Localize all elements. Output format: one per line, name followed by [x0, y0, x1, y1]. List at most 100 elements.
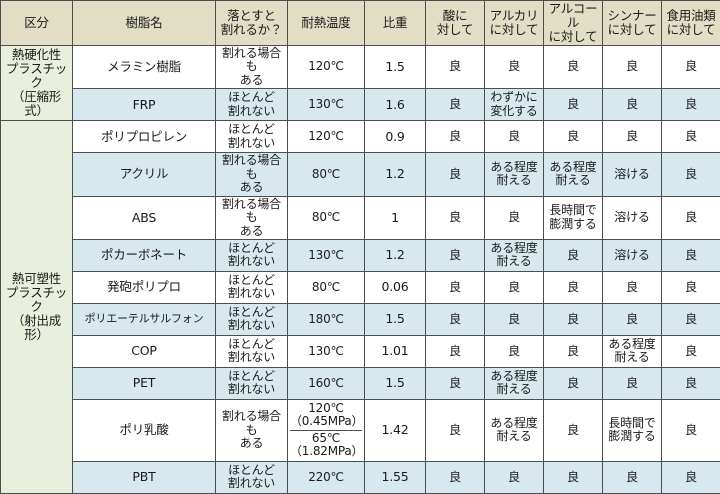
specific-gravity-cell: 1.5 — [365, 46, 426, 89]
resin-name-cell: PBT — [73, 461, 216, 493]
alkali-resistance-cell: ある程度耐える — [485, 367, 544, 399]
alcohol-resistance-cell: 良 — [544, 303, 603, 335]
drop-break-cell: ほとんど割れない — [216, 121, 288, 153]
edible-oil-resistance-cell: 良 — [662, 303, 720, 335]
specific-gravity-cell: 1.2 — [365, 239, 426, 271]
alcohol-resistance-cell: 良 — [544, 335, 603, 367]
category-label-line3: （射出成形） — [3, 314, 70, 342]
resin-name-cell: アクリル — [73, 153, 216, 196]
column-header-alcohol-line2: に対して — [546, 30, 600, 44]
drop-break-line2: ある — [218, 74, 285, 87]
thinner-resistance-cell: 良 — [603, 461, 662, 493]
alkali-resistance-cell: 良 — [485, 335, 544, 367]
table-header: 区分 樹脂名 落とすと 割れるか？ 耐熱温度 比重 酸に 対して アルカリ に対… — [1, 1, 720, 46]
thinner-resistance-cell-line2: 膨潤する — [605, 430, 659, 443]
column-header-oil: 食用油類 に対して — [662, 1, 720, 46]
drop-break-line2: 割れない — [218, 351, 285, 364]
specific-gravity-cell: 1.2 — [365, 153, 426, 196]
edible-oil-resistance-cell: 良 — [662, 239, 720, 271]
drop-break-cell: 割れる場合もある — [216, 399, 288, 461]
drop-break-cell: 割れる場合もある — [216, 46, 288, 89]
column-header-drop-break-line1: 落とすと — [218, 9, 285, 23]
alkali-resistance-cell: 良 — [485, 303, 544, 335]
heat-temp-top-line1: 120℃ — [308, 402, 344, 416]
drop-break-line1: ほとんど — [218, 123, 285, 136]
edible-oil-resistance-cell: 良 — [662, 153, 720, 196]
drop-break-line1: ほとんど — [218, 464, 285, 477]
alkali-resistance-cell-line2: 耐える — [487, 255, 541, 268]
acid-resistance-cell: 良 — [426, 461, 485, 493]
alkali-resistance-cell: 良 — [485, 461, 544, 493]
resin-name-cell: 発砲ポリプロ — [73, 271, 216, 303]
category-label-line3: （圧縮形式） — [3, 90, 70, 118]
drop-break-cell: ほとんど割れない — [216, 335, 288, 367]
heat-temp-cell: 120℃ — [288, 46, 365, 89]
heat-temp-cell: 130℃ — [288, 89, 365, 121]
alkali-resistance-cell-line1: ある程度 — [487, 417, 541, 430]
thinner-resistance-cell: 良 — [603, 303, 662, 335]
alcohol-resistance-cell: 良 — [544, 461, 603, 493]
drop-break-line1: ほとんど — [218, 306, 285, 319]
heat-temp-bottom-line1: 65℃ — [312, 432, 340, 446]
acid-resistance-cell: 良 — [426, 89, 485, 121]
column-header-category: 区分 — [1, 1, 73, 46]
column-header-heat-temp: 耐熱温度 — [288, 1, 365, 46]
resin-name-cell: COP — [73, 335, 216, 367]
specific-gravity-cell: 1.5 — [365, 367, 426, 399]
drop-break-cell: ほとんど割れない — [216, 367, 288, 399]
thinner-resistance-cell: 良 — [603, 89, 662, 121]
specific-gravity-cell: 1.5 — [365, 303, 426, 335]
acid-resistance-cell: 良 — [426, 153, 485, 196]
heat-temp-cell: 130℃ — [288, 335, 365, 367]
specific-gravity-cell: 0.9 — [365, 121, 426, 153]
alcohol-resistance-cell: 良 — [544, 121, 603, 153]
heat-temp-cell: 80℃ — [288, 196, 365, 239]
thinner-resistance-cell: 溶ける — [603, 239, 662, 271]
drop-break-cell: ほとんど割れない — [216, 271, 288, 303]
alcohol-resistance-cell-line1: ある程度 — [546, 161, 600, 174]
drop-break-cell: ほとんど割れない — [216, 89, 288, 121]
drop-break-line2: ある — [218, 225, 285, 238]
specific-gravity-cell: 0.06 — [365, 271, 426, 303]
acid-resistance-cell: 良 — [426, 46, 485, 89]
alkali-resistance-cell: わずかに変化する — [485, 89, 544, 121]
column-header-acid-line1: 酸に — [428, 9, 482, 23]
alkali-resistance-cell-line2: 耐える — [487, 383, 541, 396]
resin-name-cell: ポカーボネート — [73, 239, 216, 271]
thinner-resistance-cell: 良 — [603, 271, 662, 303]
drop-break-line2: 割れない — [218, 287, 285, 300]
resin-name-cell: ポリ乳酸 — [73, 399, 216, 461]
heat-temp-bottom: 65℃（1.82MPa） — [290, 431, 362, 460]
column-header-oil-line2: に対して — [664, 23, 718, 37]
alkali-resistance-cell-line1: ある程度 — [487, 242, 541, 255]
acid-resistance-cell: 良 — [426, 367, 485, 399]
alkali-resistance-cell-line1: わずかに — [487, 91, 541, 104]
category-label-line2: プラスチック — [3, 286, 70, 314]
acid-resistance-cell: 良 — [426, 271, 485, 303]
drop-break-line1: 割れる場合も — [218, 410, 285, 437]
heat-temp-cell: 130℃ — [288, 239, 365, 271]
resin-name-cell: ABS — [73, 196, 216, 239]
thinner-resistance-cell-line2: 耐える — [605, 351, 659, 364]
column-header-drop-break: 落とすと 割れるか？ — [216, 1, 288, 46]
heat-temp-cell: 160℃ — [288, 367, 365, 399]
drop-break-cell: ほとんど割れない — [216, 239, 288, 271]
alcohol-resistance-cell: 良 — [544, 399, 603, 461]
heat-temp-cell: 120℃（0.45MPa）65℃（1.82MPa） — [288, 399, 365, 461]
specific-gravity-cell: 1.55 — [365, 461, 426, 493]
alkali-resistance-cell: ある程度耐える — [485, 239, 544, 271]
column-header-alcohol-line1: アルコール — [546, 2, 600, 30]
specific-gravity-cell: 1.6 — [365, 89, 426, 121]
alcohol-resistance-cell: 良 — [544, 271, 603, 303]
alcohol-resistance-cell-line2: 膨潤する — [546, 218, 600, 231]
acid-resistance-cell: 良 — [426, 399, 485, 461]
resin-name-cell: メラミン樹脂 — [73, 46, 216, 89]
